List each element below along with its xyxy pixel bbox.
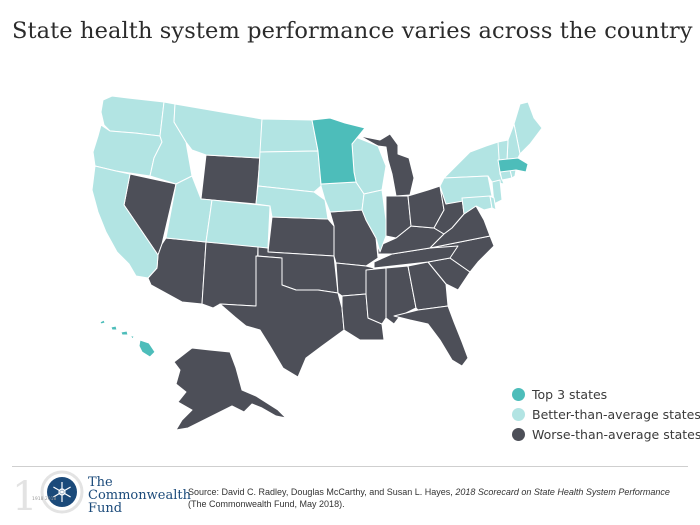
map-title: State health system performance varies a… (12, 18, 693, 44)
legend-label-top: Top 3 states (532, 386, 608, 402)
state-new-york (443, 141, 505, 185)
logo-anniversary-1: 1 (12, 474, 37, 520)
state-california (91, 165, 159, 279)
state-new-mexico (201, 241, 259, 309)
legend-swatch-worse (512, 427, 525, 441)
state-massachusetts (497, 157, 529, 173)
state-hawaii (99, 319, 156, 358)
legend-label-worse: Worse-than-average states (532, 426, 700, 442)
map-legend: Top 3 states Better-than-average states Wo… (512, 384, 700, 444)
state-iowa (320, 181, 365, 213)
source-suffix: (The Commonwealth Fund, May 2018). (188, 499, 345, 509)
commonwealth-fund-logo: 1 1918 2018 (12, 470, 84, 520)
legend-item-better: Better-than-average states (512, 404, 700, 424)
state-vermont (497, 139, 509, 161)
logo-wordmark: The Commonwealth Fund (88, 476, 191, 515)
state-north-dakota (259, 118, 319, 153)
legend-label-better: Better-than-average states (532, 406, 700, 422)
logo-line-3: Fund (88, 501, 123, 516)
state-minnesota (311, 117, 366, 185)
legend-item-top: Top 3 states (512, 384, 700, 404)
legend-swatch-better (512, 407, 525, 421)
footer-divider (12, 466, 688, 467)
source-prefix: Source: David C. Radley, Douglas McCarth… (188, 487, 453, 497)
state-texas (219, 255, 345, 378)
logo-years: 1918 2018 (32, 496, 56, 502)
logo-line-1: The (88, 475, 113, 490)
legend-item-worse: Worse-than-average states (512, 424, 700, 444)
source-title: 2018 Scorecard on State Health System Pe… (455, 487, 670, 497)
state-wyoming (200, 154, 261, 205)
state-florida (393, 305, 469, 367)
us-state-map (91, 95, 543, 431)
state-kansas (267, 216, 335, 257)
state-south-dakota (257, 150, 322, 193)
state-washington (100, 95, 165, 137)
state-michigan (359, 133, 415, 197)
source-citation: Source: David C. Radley, Douglas McCarth… (188, 486, 688, 510)
state-alaska (173, 347, 287, 431)
state-maine (513, 101, 543, 155)
state-colorado (205, 199, 271, 249)
legend-swatch-top (512, 387, 525, 401)
state-virginia (429, 205, 491, 249)
state-delaware (489, 195, 497, 211)
state-illinois (361, 189, 387, 253)
snowflake-icon (53, 482, 71, 502)
state-mississippi (365, 267, 387, 325)
logo-line-2: Commonwealth (88, 488, 191, 503)
